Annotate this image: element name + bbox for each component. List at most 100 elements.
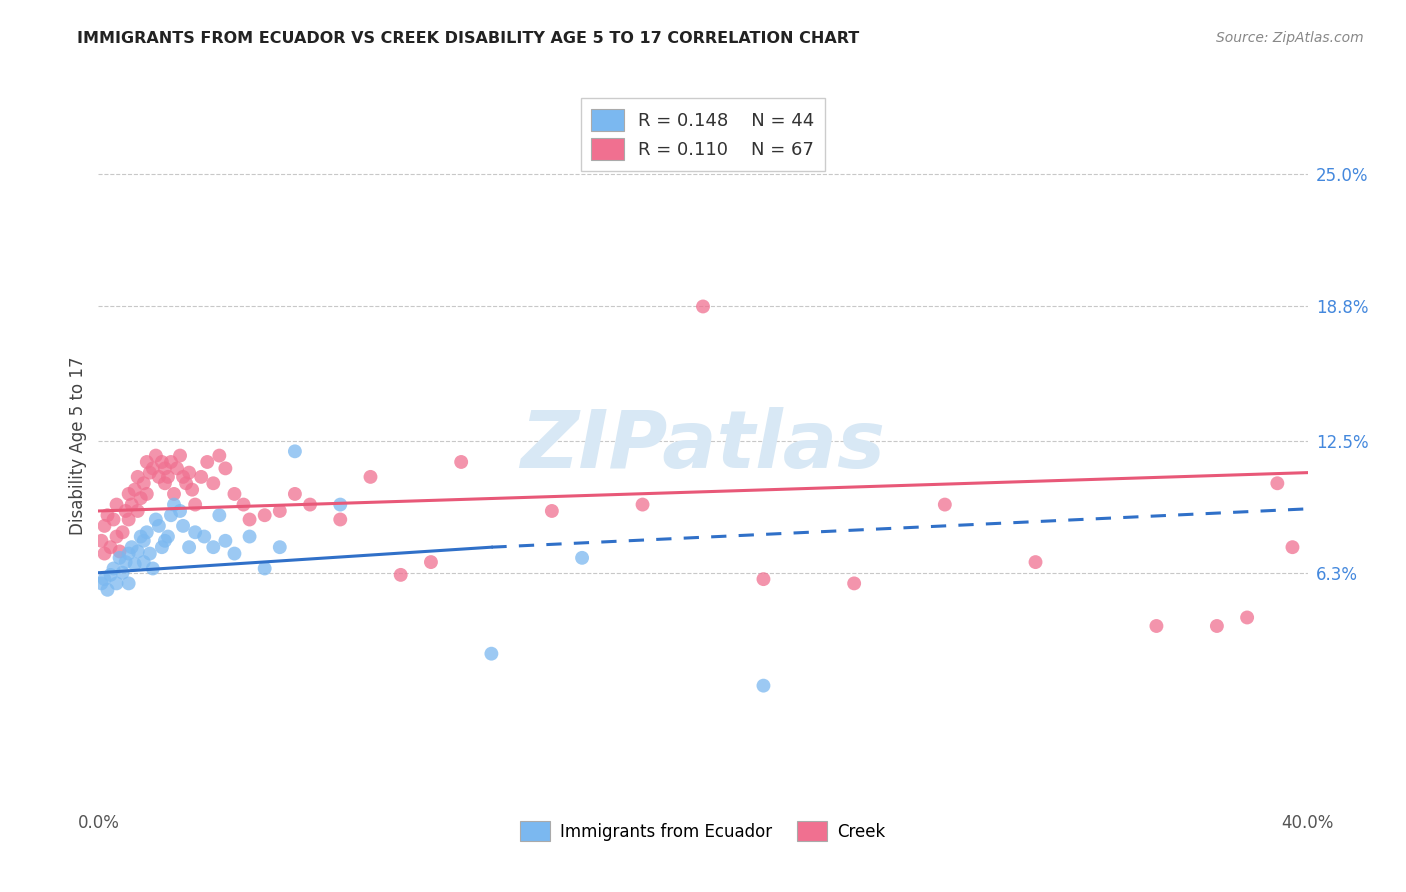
Point [166,461,188,475]
Point [118,576,141,591]
Point [150,540,173,554]
Point [202,540,225,554]
Point [214,533,236,548]
Point [169,449,191,463]
Point [132,533,155,548]
Point [844,576,866,591]
Point [132,476,155,491]
Point [239,512,262,526]
Point [148,519,170,533]
Point [127,544,149,558]
Point [253,508,276,523]
Point [135,525,157,540]
Point [105,498,128,512]
Point [179,466,201,480]
Y-axis label: Disability Age 5 to 17: Disability Age 5 to 17 [69,357,87,535]
Point [111,525,134,540]
Text: Source: ZipAtlas.com: Source: ZipAtlas.com [1216,31,1364,45]
Point [93,519,115,533]
Point [129,491,152,506]
Point [239,529,262,543]
Point [1024,555,1046,569]
Point [420,555,443,569]
Point [127,470,149,484]
Point [135,487,157,501]
Point [153,476,176,491]
Point [132,555,155,569]
Point [195,455,218,469]
Point [142,461,165,475]
Point [108,550,131,565]
Point [160,508,183,523]
Point [193,529,215,543]
Point [184,525,207,540]
Point [172,519,194,533]
Point [179,540,201,554]
Point [1144,619,1167,633]
Point [172,470,194,484]
Point [360,470,382,484]
Point [169,504,191,518]
Point [329,512,352,526]
Point [96,508,118,523]
Point [481,647,503,661]
Text: ZIPatlas: ZIPatlas [520,407,886,485]
Point [160,455,183,469]
Point [118,547,141,561]
Point [156,470,179,484]
Point [114,504,136,518]
Point [150,455,173,469]
Point [329,498,352,512]
Point [96,582,118,597]
Point [93,547,115,561]
Point [124,483,146,497]
Point [90,533,112,548]
Point [163,498,186,512]
Point [93,572,115,586]
Point [284,487,307,501]
Point [1267,476,1289,491]
Point [571,550,593,565]
Point [232,498,254,512]
Point [1236,610,1258,624]
Point [631,498,654,512]
Point [253,561,276,575]
Point [111,566,134,580]
Point [181,483,204,497]
Text: IMMIGRANTS FROM ECUADOR VS CREEK DISABILITY AGE 5 TO 17 CORRELATION CHART: IMMIGRANTS FROM ECUADOR VS CREEK DISABIL… [77,31,859,46]
Point [153,461,176,475]
Point [389,567,412,582]
Point [208,508,231,523]
Point [100,567,122,582]
Point [100,540,122,554]
Point [108,544,131,558]
Point [103,512,125,526]
Point [190,470,212,484]
Point [121,498,143,512]
Point [224,487,246,501]
Point [208,449,231,463]
Point [299,498,322,512]
Point [135,455,157,469]
Point [129,529,152,543]
Point [174,476,197,491]
Point [202,476,225,491]
Point [153,533,176,548]
Point [269,540,291,554]
Point [121,540,143,554]
Legend: Immigrants from Ecuador, Creek: Immigrants from Ecuador, Creek [513,814,893,848]
Point [1281,540,1303,554]
Point [224,547,246,561]
Point [142,561,165,575]
Point [1206,619,1229,633]
Point [148,470,170,484]
Point [118,512,141,526]
Point [269,504,291,518]
Point [90,576,112,591]
Point [450,455,472,469]
Point [163,487,186,501]
Point [156,529,179,543]
Point [145,512,167,526]
Point [114,555,136,569]
Point [752,572,775,586]
